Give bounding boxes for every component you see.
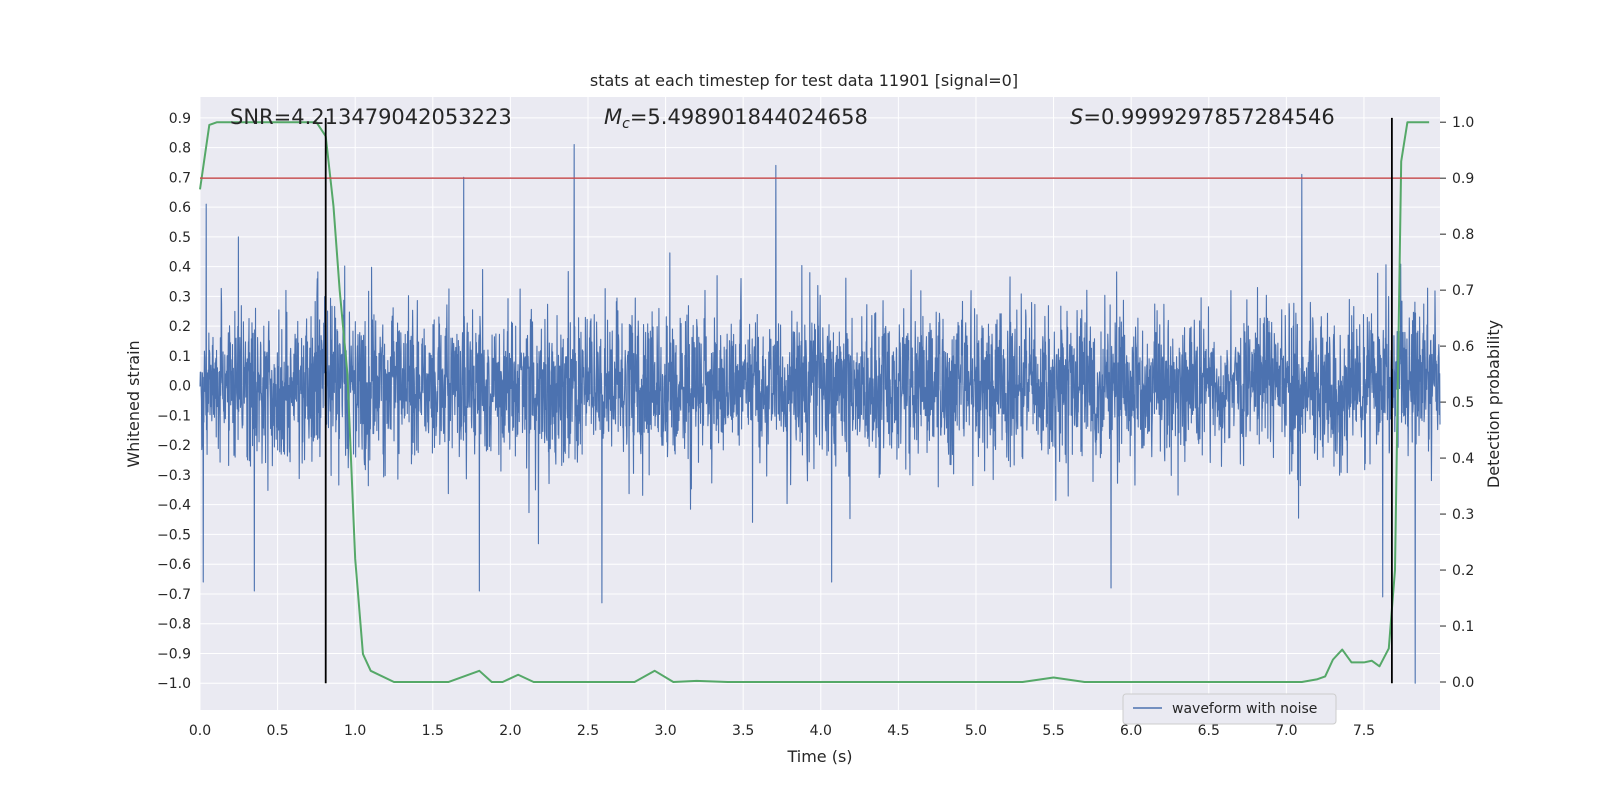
y-left-tick-label: 0.5 — [169, 230, 191, 246]
y-left-tick-label: −0.4 — [157, 498, 191, 514]
waveform-series — [199, 138, 1441, 684]
y-left-tick-label: −0.9 — [157, 646, 191, 662]
y-left-tick-label: 0.9 — [169, 111, 191, 127]
y-left-tick-label: −0.5 — [157, 527, 191, 543]
s-value: =0.9999297857284546 — [1083, 105, 1334, 129]
y-right-tick-label: 0.0 — [1452, 675, 1474, 691]
y-right-tick-label: 0.6 — [1452, 339, 1474, 355]
x-tick-label: 7.0 — [1275, 723, 1297, 739]
y-right-tick-label: 0.2 — [1452, 563, 1474, 579]
s-symbol: S — [1070, 105, 1083, 129]
y-right-tick-label: 0.9 — [1452, 171, 1474, 187]
y-left-tick-label: 0.0 — [169, 379, 191, 395]
y-right-tick-label: 0.5 — [1452, 395, 1474, 411]
markers — [200, 117, 1440, 684]
x-tick-label: 3.0 — [654, 723, 676, 739]
legend-entry: waveform with noise — [1172, 701, 1317, 717]
snr-annotation: SNR=4.213479042053223 — [230, 105, 512, 129]
y-right-tick-label: 0.7 — [1452, 283, 1474, 299]
y-left-tick-label: 0.8 — [169, 141, 191, 157]
y-left-tick-label: 0.4 — [169, 260, 191, 276]
x-tick-label: 5.5 — [1042, 723, 1064, 739]
x-tick-label: 6.0 — [1120, 723, 1142, 739]
y-right-tick-label: 0.1 — [1452, 619, 1474, 635]
chart-title: stats at each timestep for test data 119… — [590, 71, 1018, 90]
x-tick-label: 3.5 — [732, 723, 754, 739]
x-tick-label: 5.0 — [965, 723, 987, 739]
y-axis-left: 0.9 0.8 0.7 0.6 0.5 0.4 0.3 0.2 0.1 0.0 −0.1 −0.2 −0… — [157, 111, 191, 692]
y-left-tick-label: 0.1 — [169, 349, 191, 365]
mc-symbol: M — [604, 105, 622, 129]
y-axis-left-label: Whitened strain — [124, 340, 143, 467]
y-right-tick-label: 0.4 — [1452, 451, 1474, 467]
y-axis-right-label: Detection probability — [1484, 320, 1503, 488]
x-axis: 0.0 0.5 1.0 1.5 2.0 2.5 3.0 3.5 4.0 4.5 5.0 5.5 6.0 6… — [189, 723, 1375, 739]
y-right-tick-label: 0.8 — [1452, 227, 1474, 243]
y-left-tick-label: 0.6 — [169, 200, 191, 216]
y-right-tick-label: 1.0 — [1452, 115, 1474, 131]
s-annotation: S=0.9999297857284546 — [1070, 105, 1335, 129]
mc-value: =5.498901844024658 — [630, 105, 868, 129]
mc-subscript: c — [622, 116, 630, 132]
y-left-tick-label: −0.8 — [157, 617, 191, 633]
y-left-tick-label: −0.1 — [157, 408, 191, 424]
x-tick-label: 0.5 — [266, 723, 288, 739]
y-axis-right: 1.0 0.9 0.8 0.7 0.6 0.5 0.4 0.3 0.2 0.1 0.0 — [1440, 115, 1474, 691]
y-left-tick-label: 0.3 — [169, 289, 191, 305]
x-tick-label: 1.5 — [422, 723, 444, 739]
y-left-tick-label: −0.2 — [157, 438, 191, 454]
mc-annotation: Mc=5.498901844024658 — [604, 105, 868, 132]
y-left-tick-label: 0.7 — [169, 170, 191, 186]
waveform-line — [199, 138, 1441, 684]
y-left-tick-label: 0.2 — [169, 319, 191, 335]
y-left-tick-label: −0.3 — [157, 468, 191, 484]
x-tick-label: 4.0 — [810, 723, 832, 739]
x-tick-label: 0.0 — [189, 723, 211, 739]
x-tick-label: 7.5 — [1353, 723, 1375, 739]
x-tick-label: 6.5 — [1198, 723, 1220, 739]
legend: waveform with noise — [1122, 693, 1337, 725]
y-left-tick-label: −1.0 — [157, 676, 191, 692]
x-tick-label: 1.0 — [344, 723, 366, 739]
x-tick-label: 2.0 — [499, 723, 521, 739]
x-tick-label: 2.5 — [577, 723, 599, 739]
y-left-tick-label: −0.7 — [157, 587, 191, 603]
x-tick-label: 4.5 — [887, 723, 909, 739]
legend-box — [1122, 693, 1337, 725]
y-left-tick-label: −0.6 — [157, 557, 191, 573]
probability-series — [199, 121, 1430, 684]
y-right-tick-label: 0.3 — [1452, 507, 1474, 523]
probability-line — [199, 121, 1430, 684]
x-axis-label: Time (s) — [786, 747, 852, 766]
